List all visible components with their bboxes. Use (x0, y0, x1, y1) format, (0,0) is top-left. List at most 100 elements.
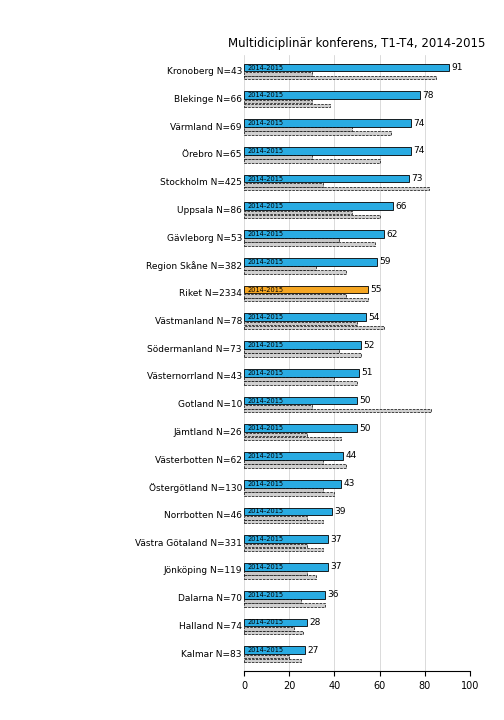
Bar (244, 298, 368, 302)
Text: 73: 73 (411, 174, 422, 183)
Text: 2014-2015: 2014-2015 (247, 426, 284, 431)
Text: 43: 43 (343, 480, 355, 488)
Bar (244, 76, 436, 79)
Text: 50: 50 (359, 424, 371, 433)
Text: 37: 37 (330, 535, 341, 544)
Bar (244, 202, 393, 210)
Text: 2014-2015: 2014-2015 (247, 287, 284, 292)
Text: 2014-2015: 2014-2015 (247, 92, 284, 99)
Bar (244, 508, 332, 516)
Text: 55: 55 (370, 285, 382, 294)
Bar (244, 659, 300, 662)
Text: 2014-2015: 2014-2015 (247, 258, 284, 265)
Bar (244, 120, 411, 127)
Bar (244, 230, 384, 238)
Text: 2014-2015: 2014-2015 (247, 342, 284, 348)
Bar (244, 258, 377, 266)
Bar (244, 599, 300, 603)
Text: Södermanland N=73: Södermanland N=73 (148, 345, 242, 354)
Bar (244, 322, 357, 325)
Text: Västernorrland N=43: Västernorrland N=43 (147, 372, 242, 382)
Bar (244, 131, 391, 135)
Bar (244, 397, 357, 405)
Text: Västmanland N=78: Västmanland N=78 (155, 317, 242, 325)
Text: 2014-2015: 2014-2015 (247, 647, 284, 653)
Text: 2014-2015: 2014-2015 (247, 65, 284, 71)
Bar (244, 547, 323, 551)
Bar (244, 270, 346, 274)
Bar (244, 215, 380, 218)
Text: Västra Götaland N=331: Västra Götaland N=331 (135, 539, 242, 548)
Bar (244, 369, 359, 377)
Text: Jämtland N=26: Jämtland N=26 (173, 428, 242, 437)
Text: 2014-2015: 2014-2015 (247, 148, 284, 154)
Bar (244, 63, 450, 71)
Bar (244, 436, 341, 440)
Bar (244, 354, 361, 357)
Text: 2014-2015: 2014-2015 (247, 481, 284, 487)
Text: 44: 44 (346, 451, 357, 461)
Bar (244, 488, 323, 492)
Bar (244, 238, 339, 242)
Text: 2014-2015: 2014-2015 (247, 397, 284, 403)
Text: 66: 66 (395, 202, 407, 211)
Text: 74: 74 (413, 119, 425, 127)
Text: 28: 28 (309, 618, 321, 627)
Title: Multidiciplinär konferens, T1-T4, 2014-2015: Multidiciplinär konferens, T1-T4, 2014-2… (228, 37, 486, 50)
Bar (244, 516, 307, 520)
Bar (244, 464, 346, 468)
Text: Riket N=2334: Riket N=2334 (179, 289, 242, 298)
Bar (244, 211, 352, 215)
Bar (244, 294, 346, 297)
Text: Kronoberg N=43: Kronoberg N=43 (167, 67, 242, 76)
Text: 51: 51 (361, 368, 373, 377)
Text: 27: 27 (307, 646, 319, 654)
Text: 2014-2015: 2014-2015 (247, 370, 284, 376)
Bar (244, 187, 429, 191)
Text: 2014-2015: 2014-2015 (247, 176, 284, 181)
Text: 2014-2015: 2014-2015 (247, 619, 284, 626)
Bar (244, 100, 312, 104)
Text: 2014-2015: 2014-2015 (247, 231, 284, 237)
Text: 2014-2015: 2014-2015 (247, 536, 284, 542)
Bar (244, 72, 312, 76)
Text: Västerbotten N=62: Västerbotten N=62 (155, 456, 242, 464)
Bar (244, 536, 328, 543)
Text: Gotland N=10: Gotland N=10 (177, 400, 242, 409)
Text: Stockholm N=425: Stockholm N=425 (160, 178, 242, 187)
Text: 2014-2015: 2014-2015 (247, 314, 284, 320)
Bar (244, 127, 352, 131)
Bar (244, 243, 375, 246)
Bar (244, 424, 357, 432)
Text: 74: 74 (413, 146, 425, 156)
Bar (244, 409, 431, 413)
Bar (244, 480, 341, 487)
Bar (244, 603, 326, 607)
Bar (244, 377, 335, 381)
Bar (244, 381, 357, 384)
Bar (244, 349, 339, 353)
Bar (244, 286, 368, 294)
Bar (244, 544, 307, 547)
Text: 37: 37 (330, 562, 341, 572)
Bar (244, 520, 323, 523)
Text: 2014-2015: 2014-2015 (247, 453, 284, 459)
Text: 50: 50 (359, 396, 371, 405)
Bar (244, 452, 343, 460)
Text: 2014-2015: 2014-2015 (247, 592, 284, 598)
Text: Kalmar N=83: Kalmar N=83 (181, 649, 242, 659)
Bar (244, 405, 312, 408)
Bar (244, 591, 326, 598)
Bar (244, 631, 303, 634)
Bar (244, 147, 411, 155)
Text: 2014-2015: 2014-2015 (247, 203, 284, 210)
Text: Region Skåne N=382: Region Skåne N=382 (146, 261, 242, 271)
Bar (244, 492, 335, 495)
Bar (244, 563, 328, 571)
Text: Jönköping N=119: Jönköping N=119 (163, 567, 242, 575)
Text: 39: 39 (335, 507, 346, 516)
Text: Halland N=74: Halland N=74 (179, 622, 242, 631)
Bar (244, 460, 323, 464)
Bar (244, 104, 330, 107)
Text: Gävleborg N=53: Gävleborg N=53 (167, 233, 242, 243)
